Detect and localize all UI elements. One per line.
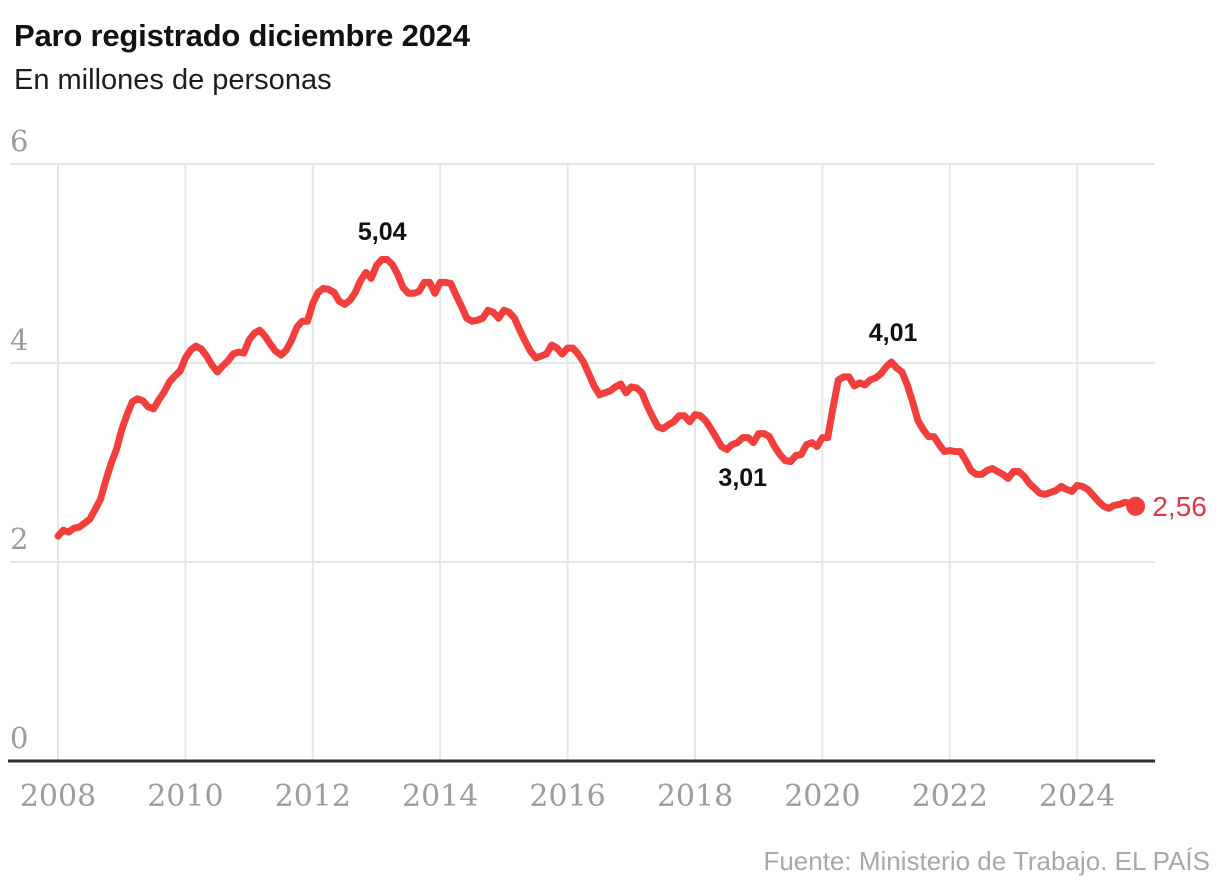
x-tick-label-2018: 2018 (656, 779, 734, 814)
y-tick-label-0: 0 (10, 721, 29, 755)
source-credit: Fuente: Ministerio de Trabajo. EL PAÍS (763, 846, 1210, 876)
chart-subtitle: En millones de personas (14, 64, 332, 96)
x-tick-label-2012: 2012 (274, 779, 351, 814)
y-tick-label-2: 2 (10, 522, 29, 556)
x-tick-label-2022: 2022 (911, 779, 988, 814)
x-tick-label-2016: 2016 (529, 779, 606, 814)
series-end-dot (1126, 496, 1146, 516)
x-tick-label-2024: 2024 (1039, 779, 1116, 814)
annotation-4-01: 4,01 (868, 319, 918, 348)
unemployment-line (54, 256, 1140, 540)
x-tick-label-2020: 2020 (784, 779, 861, 814)
x-tick-label-2014: 2014 (402, 779, 479, 814)
annotation-3-01: 3,01 (718, 464, 768, 493)
x-tick-label-2008: 2008 (19, 779, 97, 814)
y-tick-label-4: 4 (10, 323, 29, 357)
y-tick-label-6: 6 (10, 124, 29, 158)
chart-title: Paro registrado diciembre 2024 (14, 18, 470, 53)
annotation-end-value: 2,56 (1152, 491, 1207, 523)
annotation-5-04: 5,04 (357, 217, 407, 246)
x-tick-label-2010: 2010 (147, 779, 224, 814)
